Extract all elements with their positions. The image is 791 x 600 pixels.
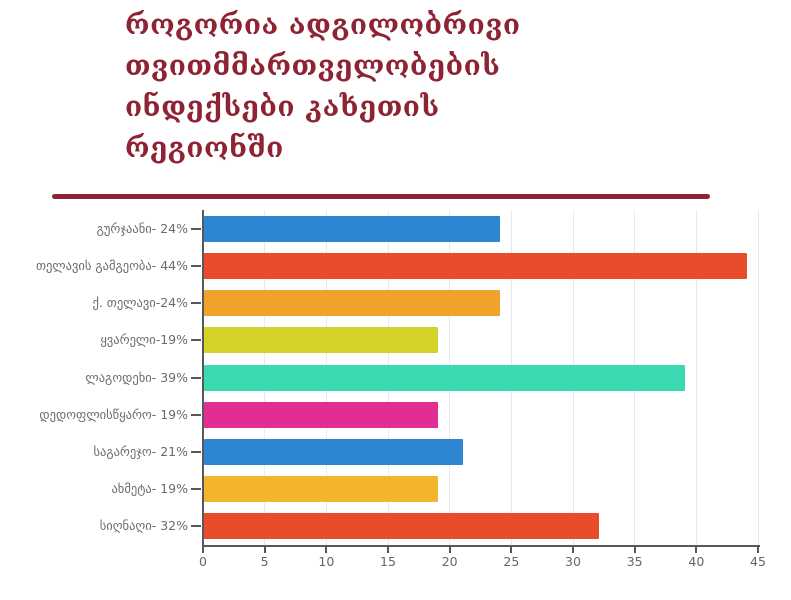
x-axis-tick-mark bbox=[695, 547, 698, 553]
category-label: ქ. თელავი-24% bbox=[92, 295, 188, 311]
bar bbox=[204, 438, 463, 465]
x-axis-tick-label: 10 bbox=[318, 554, 335, 569]
bar bbox=[204, 290, 500, 317]
category-label: თელავის გამგეობა- 44% bbox=[35, 257, 188, 273]
x-axis-tick-mark bbox=[510, 547, 513, 553]
category-label: ლაგოდეხი- 39% bbox=[85, 369, 188, 385]
y-axis-tick-mark bbox=[191, 525, 201, 528]
x-axis-tick-mark bbox=[757, 547, 759, 553]
y-axis-line bbox=[202, 210, 204, 547]
bar bbox=[204, 476, 439, 503]
x-axis-tick-label: 30 bbox=[565, 554, 581, 569]
y-axis-tick-mark bbox=[191, 339, 201, 342]
x-axis-tick-mark bbox=[263, 547, 266, 553]
y-axis-tick-mark bbox=[191, 227, 201, 230]
bar bbox=[204, 252, 747, 279]
category-label: სიღნაღი- 32% bbox=[99, 518, 188, 534]
x-axis-tick-mark bbox=[325, 547, 328, 553]
x-axis-tick-label: 35 bbox=[626, 554, 643, 569]
category-label: საგარეჯო- 21% bbox=[93, 443, 188, 459]
x-axis-tick-label: 25 bbox=[503, 554, 520, 569]
category-label: ყვარელი-19% bbox=[100, 332, 188, 348]
gridline bbox=[695, 210, 697, 545]
title-divider bbox=[52, 194, 710, 199]
bar bbox=[204, 513, 599, 540]
category-label: დედოფლისწყარო- 19% bbox=[39, 406, 188, 422]
y-axis-tick-mark bbox=[191, 450, 201, 453]
y-axis-tick-mark bbox=[191, 413, 201, 416]
y-axis-tick-mark bbox=[191, 264, 201, 267]
x-axis-tick-mark bbox=[448, 547, 451, 553]
bar bbox=[204, 327, 439, 354]
x-axis-tick-mark bbox=[202, 547, 204, 553]
y-axis-tick-mark bbox=[191, 376, 201, 379]
slide-title: როგორია ადგილობრივი თვითმმართველობების ი… bbox=[125, 8, 521, 164]
x-axis-tick-label: 40 bbox=[688, 554, 705, 569]
x-axis-tick-mark bbox=[633, 547, 636, 553]
bar bbox=[204, 215, 500, 242]
gridline bbox=[757, 210, 759, 545]
x-axis-tick-label: 0 bbox=[199, 554, 207, 569]
category-label: ახმეტა- 19% bbox=[111, 481, 188, 497]
y-axis-tick-mark bbox=[191, 488, 201, 491]
x-axis-tick-label: 15 bbox=[380, 554, 396, 569]
bar bbox=[204, 401, 439, 428]
x-axis-tick-label: 20 bbox=[441, 554, 458, 569]
x-axis-tick-label: 5 bbox=[260, 554, 269, 569]
x-axis-tick-mark bbox=[387, 547, 389, 553]
x-axis-tick-mark bbox=[572, 547, 574, 553]
x-axis-tick-label: 45 bbox=[750, 554, 766, 569]
x-axis-line bbox=[202, 545, 760, 547]
bar bbox=[204, 364, 685, 391]
y-axis-tick-mark bbox=[191, 302, 201, 305]
category-label: გურჯაანი- 24% bbox=[96, 220, 188, 236]
